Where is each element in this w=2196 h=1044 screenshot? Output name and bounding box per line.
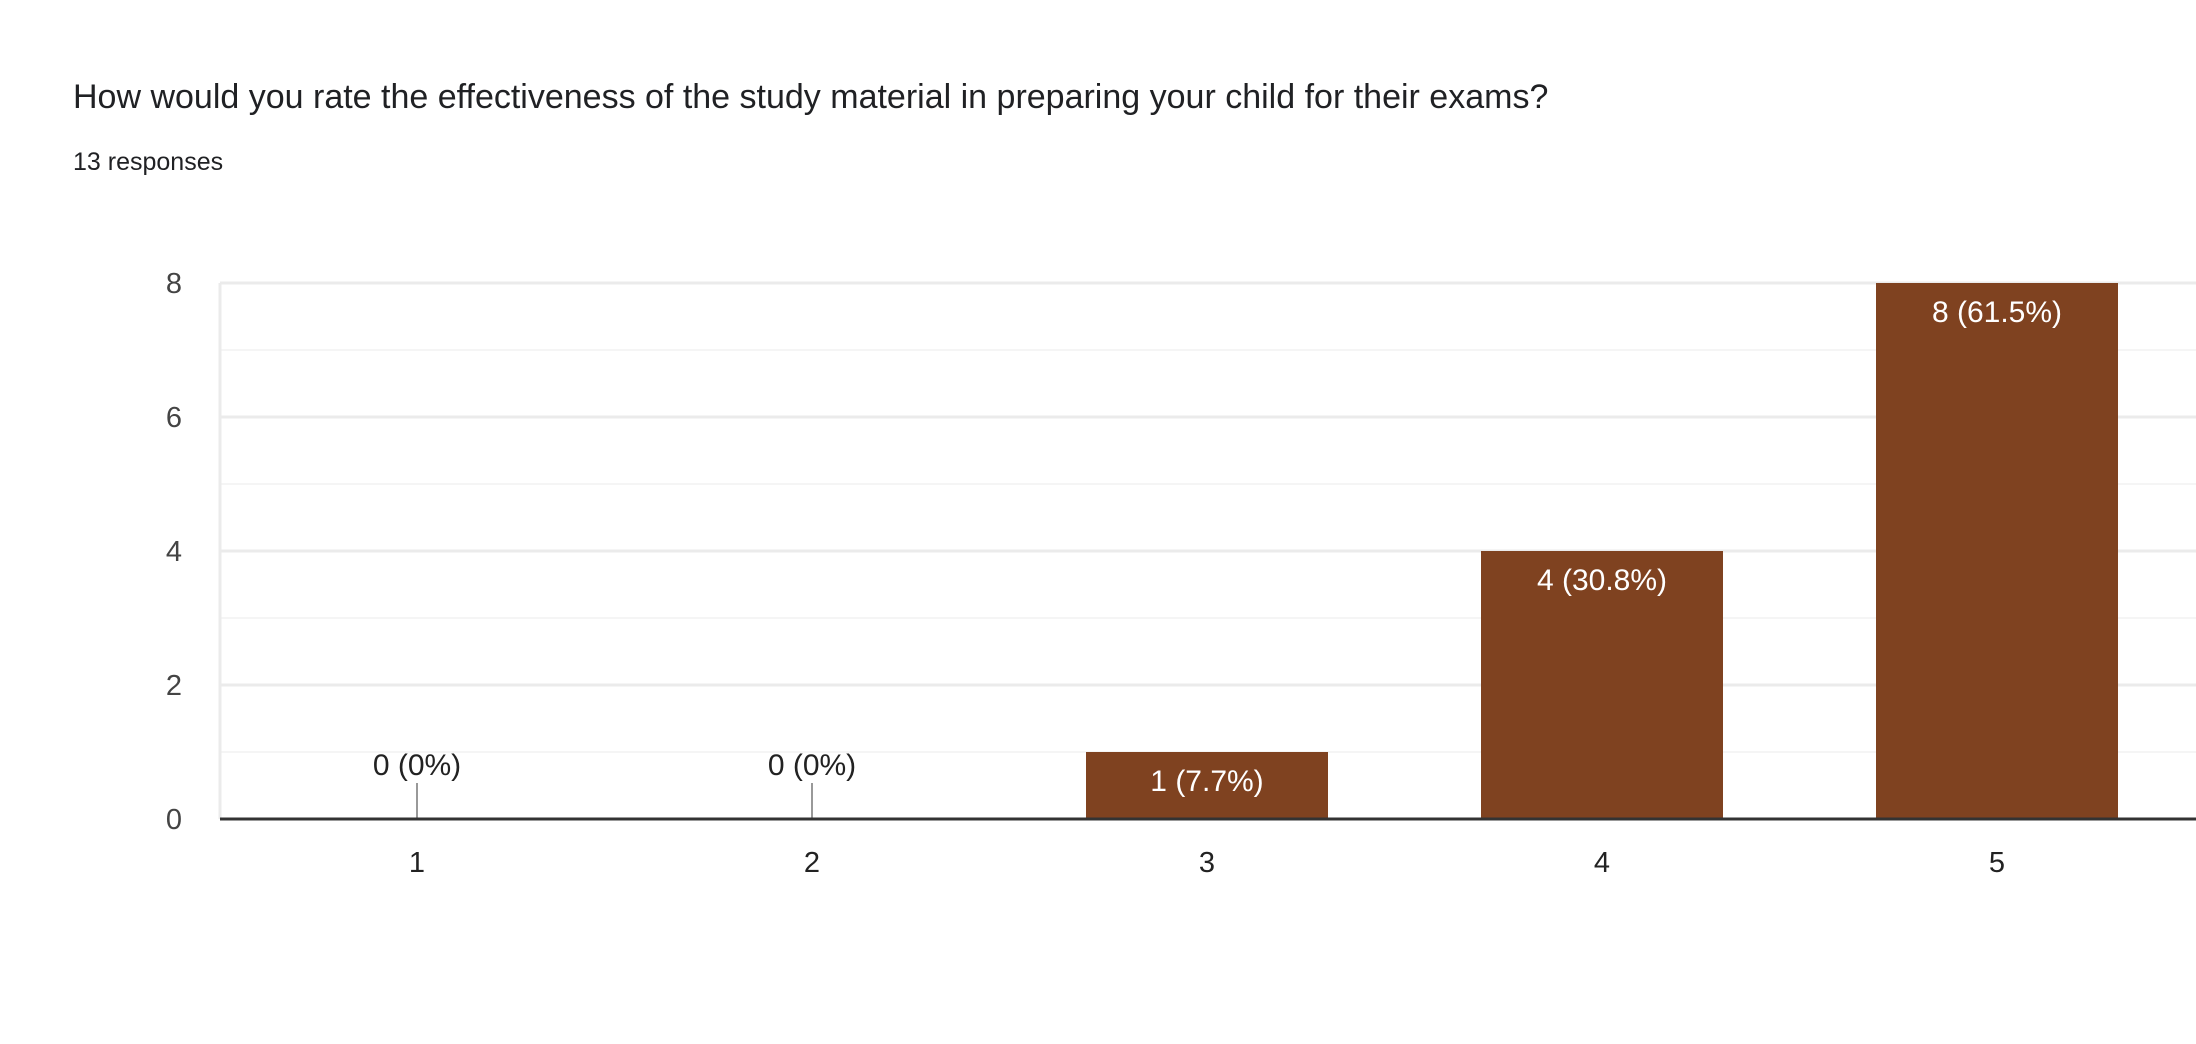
x-tick-label: 3: [1199, 847, 1215, 879]
data-label: 1 (7.7%): [1150, 765, 1263, 798]
bar: [1481, 551, 1723, 819]
bar: [1086, 752, 1328, 819]
bar: [1876, 283, 2118, 819]
chart-title: How would you rate the effectiveness of …: [73, 78, 1549, 116]
response-count: 13 responses: [73, 148, 224, 176]
y-tick-label: 6: [166, 402, 182, 434]
data-label: 0 (0%): [768, 749, 856, 782]
data-label: 8 (61.5%): [1932, 296, 2062, 329]
x-tick-label: 5: [1989, 847, 2005, 879]
x-tick-label: 2: [804, 847, 820, 879]
y-tick-label: 2: [166, 670, 182, 702]
data-label: 4 (30.8%): [1537, 564, 1667, 597]
y-tick-label: 0: [166, 804, 182, 836]
x-tick-label: 4: [1594, 847, 1610, 879]
y-tick-label: 8: [166, 268, 182, 300]
y-tick-label: 4: [166, 536, 182, 568]
data-label: 0 (0%): [373, 749, 461, 782]
x-tick-label: 1: [409, 847, 425, 879]
